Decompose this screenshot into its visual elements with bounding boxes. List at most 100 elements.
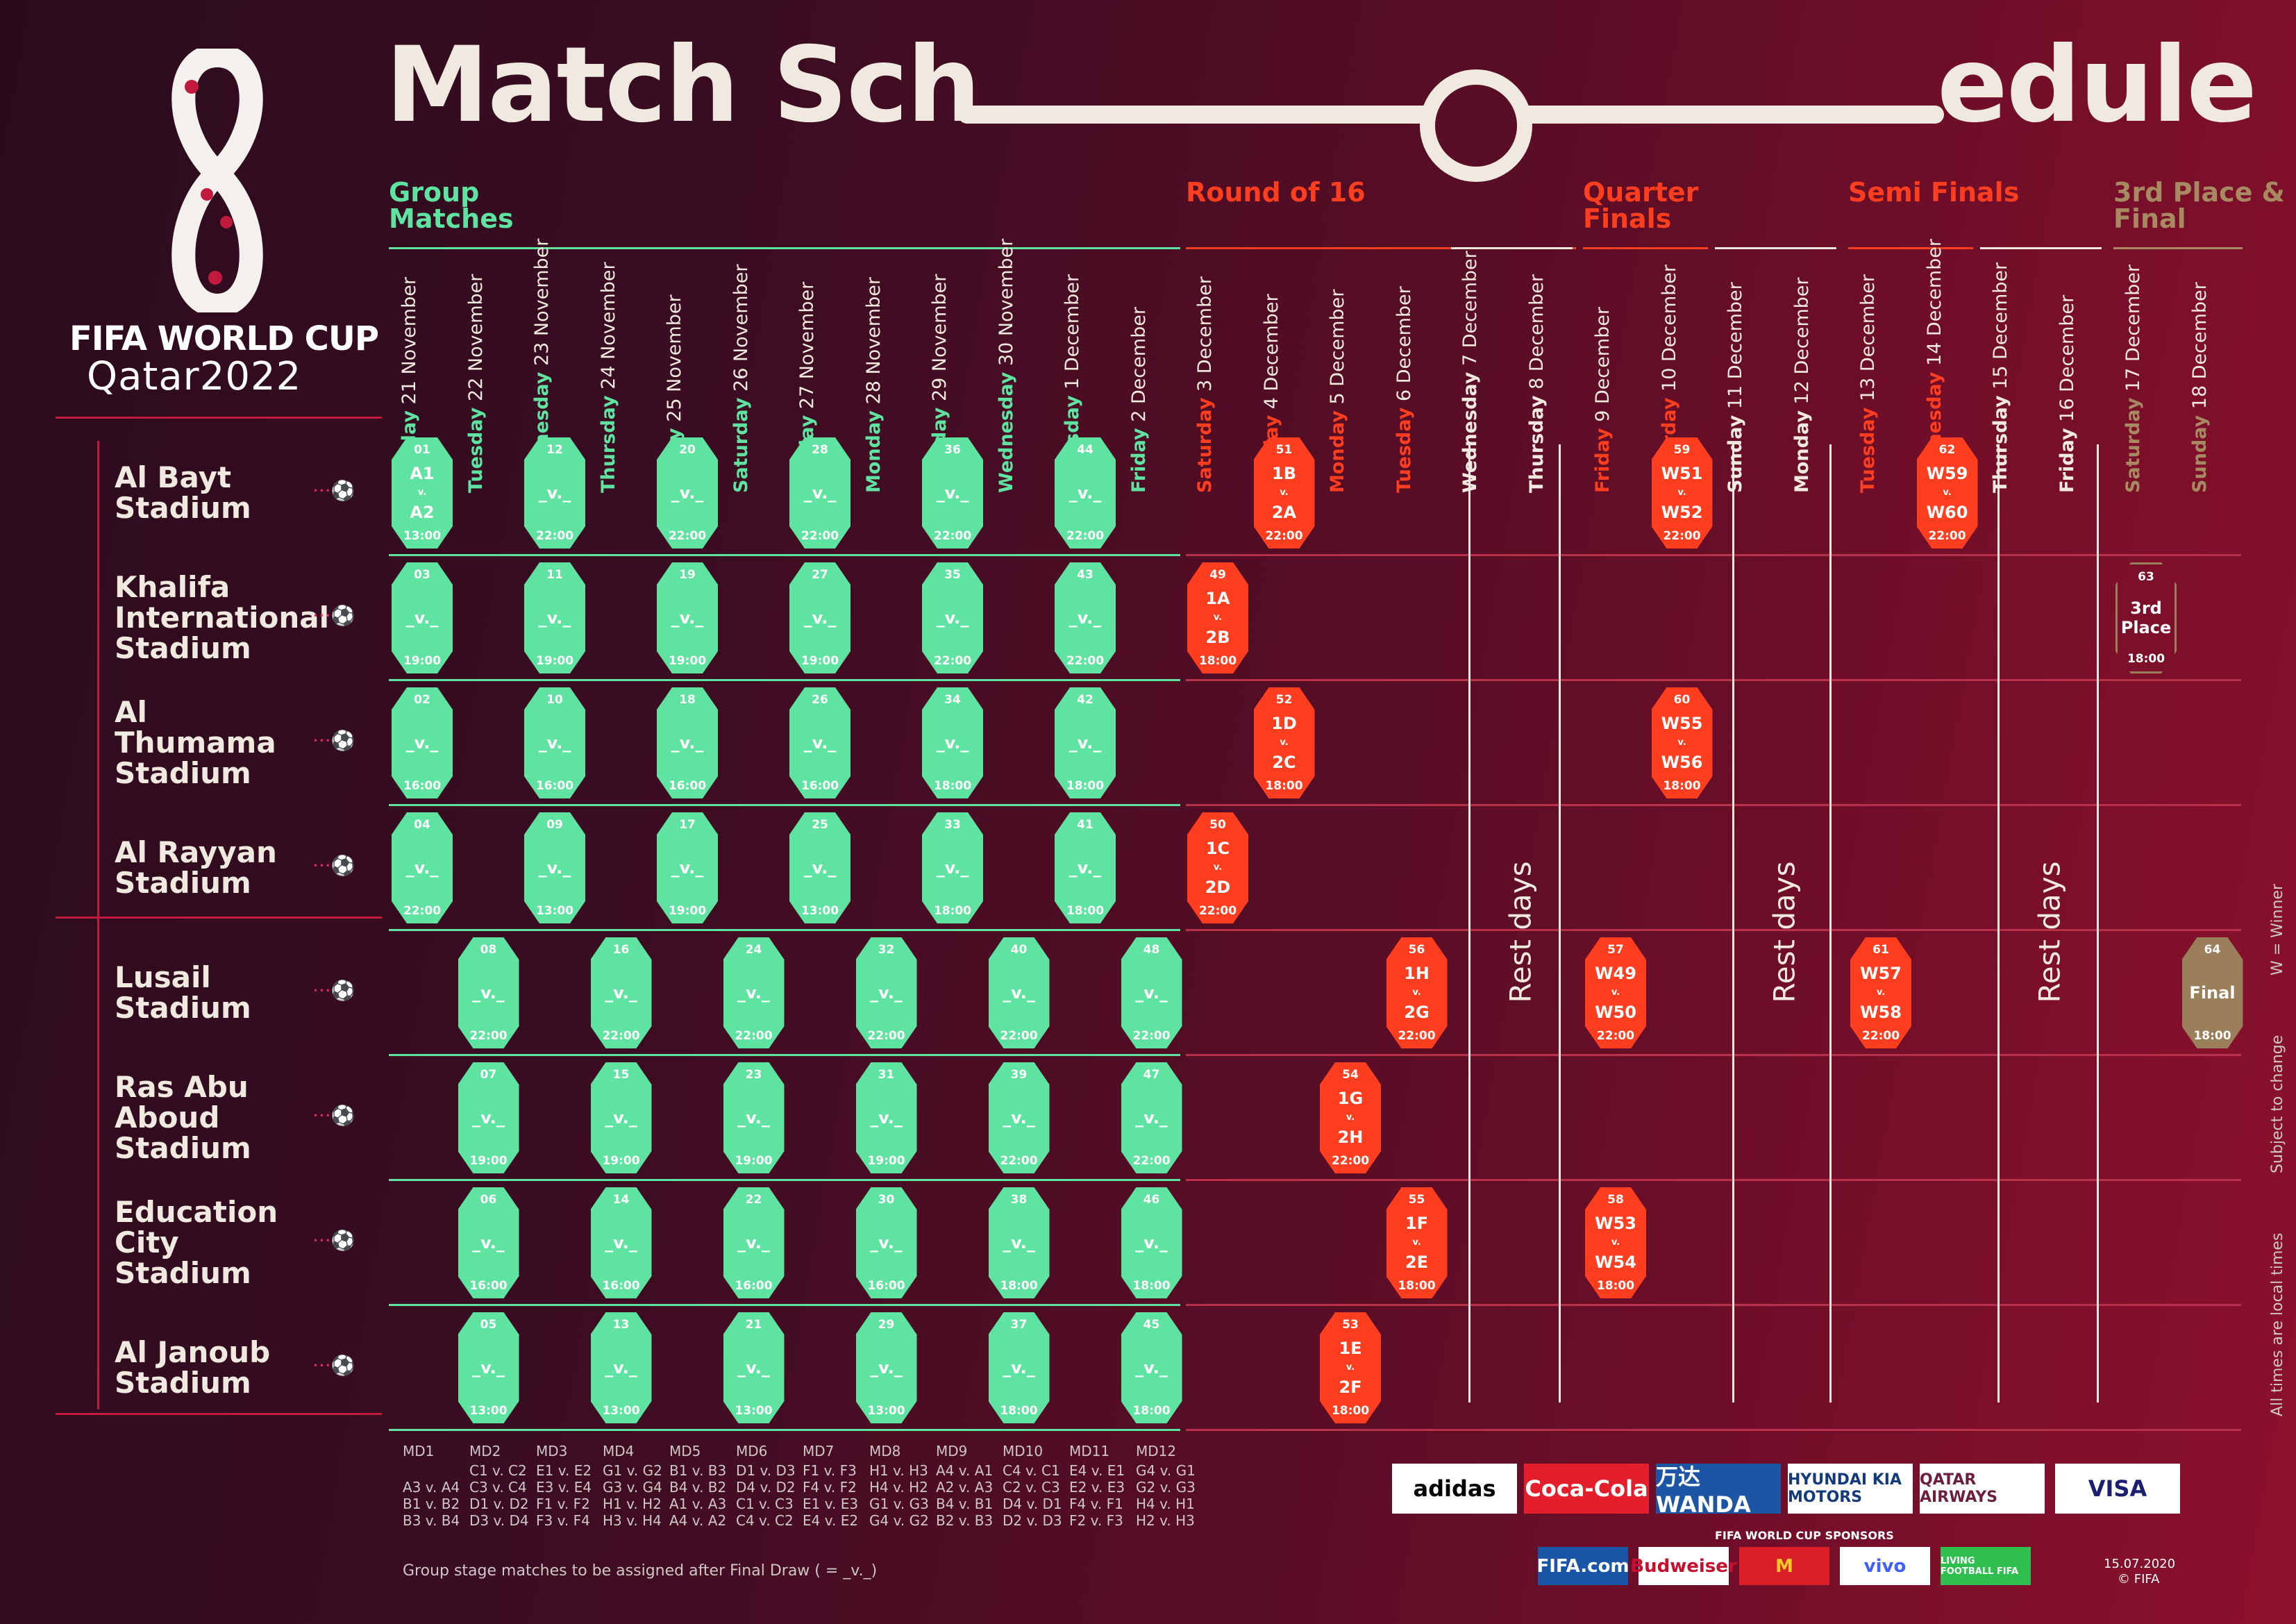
match-card[interactable]: 55 1F v. 2E 18:00 (1386, 1187, 1448, 1298)
match-card[interactable]: 40 _v._ 22:00 (988, 937, 1050, 1048)
match-card[interactable]: 06 _v._ 16:00 (458, 1187, 519, 1298)
phase-label: Group Matches (389, 177, 514, 234)
match-card[interactable]: 61 W57 v. W58 22:00 (1850, 937, 1911, 1048)
match-card[interactable]: 21 _v._ 13:00 (723, 1312, 785, 1423)
match-card[interactable]: 17 _v._ 19:00 (657, 812, 718, 923)
match-card[interactable]: 59 W51 v. W52 22:00 (1651, 437, 1713, 549)
match-card[interactable]: 23 _v._ 19:00 (723, 1062, 785, 1173)
match-card[interactable]: 02 _v._ 16:00 (392, 687, 453, 798)
match-card[interactable]: 52 1D v. 2C 18:00 (1253, 687, 1315, 798)
match-card[interactable]: 54 1G v. 2H 22:00 (1320, 1062, 1381, 1173)
matchday-column: MD11 E4 v. E1 E2 v. E3 F4 v. F1 F2 v. F3 (1069, 1443, 1125, 1529)
match-card[interactable]: 09 _v._ 13:00 (524, 812, 585, 923)
match-time: 13:00 (801, 904, 839, 918)
match-card[interactable]: 44 _v._ 22:00 (1055, 437, 1116, 549)
match-card[interactable]: 36 _v._ 22:00 (922, 437, 983, 549)
match-number: 55 (1408, 1193, 1425, 1207)
day-header: Tuesday 6 December (1393, 286, 1415, 493)
match-card[interactable]: 50 1C v. 2D 22:00 (1187, 812, 1248, 923)
match-card[interactable]: 56 1H v. 2G 22:00 (1386, 937, 1448, 1048)
match-card[interactable]: 37 _v._ 18:00 (988, 1312, 1050, 1423)
match-card[interactable]: 39 _v._ 22:00 (988, 1062, 1050, 1173)
sponsor-logo-secondary: LIVING FOOTBALL FIFA (1941, 1547, 2031, 1585)
match-card[interactable]: 41 _v._ 18:00 (1055, 812, 1116, 923)
match-card[interactable]: 13 _v._ 13:00 (590, 1312, 652, 1423)
match-teams: _v._ (472, 1358, 505, 1378)
match-card[interactable]: 18 _v._ 16:00 (657, 687, 718, 798)
match-number: 63 (2138, 570, 2154, 584)
match-card[interactable]: 03 _v._ 19:00 (392, 562, 453, 673)
match-card[interactable]: 62 W59 v. W60 22:00 (1916, 437, 1978, 549)
match-card[interactable]: 24 _v._ 22:00 (723, 937, 785, 1048)
rest-header-line (1451, 247, 1573, 249)
match-card[interactable]: 12 _v._ 22:00 (524, 437, 585, 549)
copyright: © FIFA (2118, 1572, 2160, 1587)
match-card[interactable]: 16 _v._ 22:00 (590, 937, 652, 1048)
match-card[interactable]: 27 _v._ 19:00 (789, 562, 850, 673)
match-teams: _v._ (605, 1358, 637, 1378)
sponsor-logo: 万达 WANDA (1656, 1464, 1781, 1518)
match-card[interactable]: 64 Final 18:00 (2181, 937, 2243, 1048)
day-header: Sunday 18 December (2188, 282, 2211, 493)
match-card[interactable]: 35 _v._ 22:00 (922, 562, 983, 673)
phase-label: Quarter Finals (1583, 177, 1699, 234)
match-teams: 1D v. 2C (1271, 714, 1297, 772)
match-number: 43 (1077, 568, 1093, 582)
match-time: 19:00 (403, 654, 442, 668)
match-time: 13:00 (469, 1404, 508, 1418)
match-card[interactable]: 31 _v._ 19:00 (855, 1062, 917, 1173)
page-title-end: edule (1937, 25, 2257, 146)
match-card[interactable]: 19 _v._ 19:00 (657, 562, 718, 673)
match-teams: W59 v. W60 (1926, 464, 1968, 522)
rest-column-line (1829, 444, 1832, 1403)
poster-date: 15.07.2020 (2104, 1557, 2176, 1571)
match-time: 22:00 (535, 529, 574, 543)
match-card[interactable]: 29 _v._ 13:00 (855, 1312, 917, 1423)
match-card[interactable]: 14 _v._ 16:00 (590, 1187, 652, 1298)
match-card[interactable]: 10 _v._ 16:00 (524, 687, 585, 798)
match-teams: _v._ (870, 983, 903, 1003)
match-number: 53 (1342, 1318, 1359, 1332)
match-card[interactable]: 45 _v._ 18:00 (1121, 1312, 1182, 1423)
match-number: 40 (1010, 943, 1028, 957)
match-card[interactable]: 25 _v._ 13:00 (789, 812, 850, 923)
match-card[interactable]: 05 _v._ 13:00 (458, 1312, 519, 1423)
day-header: Monday 28 November (862, 277, 885, 493)
match-card[interactable]: 46 _v._ 18:00 (1121, 1187, 1182, 1298)
match-teams: 1B v. 2A (1271, 464, 1297, 522)
match-card[interactable]: 30 _v._ 16:00 (855, 1187, 917, 1298)
match-card[interactable]: 57 W49 v. W50 22:00 (1585, 937, 1646, 1048)
match-card[interactable]: 34 _v._ 18:00 (922, 687, 983, 798)
match-card[interactable]: 43 _v._ 22:00 (1055, 562, 1116, 673)
match-time: 18:00 (1398, 1279, 1436, 1293)
match-number: 58 (1607, 1193, 1624, 1207)
match-card[interactable]: 48 _v._ 22:00 (1121, 937, 1182, 1048)
match-card[interactable]: 08 _v._ 22:00 (458, 937, 519, 1048)
stadium-name: Al Janoub Stadium (115, 1335, 271, 1400)
stadium-name: Education City Stadium (115, 1195, 278, 1290)
row-divider-ko (1186, 679, 2241, 681)
match-card[interactable]: 49 1A v. 2B 18:00 (1187, 562, 1248, 673)
match-card[interactable]: 58 W53 v. W54 18:00 (1585, 1187, 1646, 1298)
match-card[interactable]: 01 A1 v. A2 13:00 (392, 437, 453, 549)
match-card[interactable]: 26 _v._ 16:00 (789, 687, 850, 798)
match-card[interactable]: 60 W55 v. W56 18:00 (1651, 687, 1713, 798)
match-card[interactable]: 33 _v._ 18:00 (922, 812, 983, 923)
match-card[interactable]: 53 1E v. 2F 18:00 (1320, 1312, 1381, 1423)
match-card[interactable]: 32 _v._ 22:00 (855, 937, 917, 1048)
sponsor-logo: QATAR AIRWAYS (1920, 1464, 2045, 1514)
match-card[interactable]: 38 _v._ 18:00 (988, 1187, 1050, 1298)
match-time: 18:00 (1331, 1404, 1370, 1418)
match-card[interactable]: 28 _v._ 22:00 (789, 437, 850, 549)
match-card[interactable]: 51 1B v. 2A 22:00 (1253, 437, 1315, 549)
match-card[interactable]: 07 _v._ 19:00 (458, 1062, 519, 1173)
match-card[interactable]: 15 _v._ 19:00 (590, 1062, 652, 1173)
match-card[interactable]: 22 _v._ 16:00 (723, 1187, 785, 1298)
match-number: 24 (745, 943, 762, 957)
match-card[interactable]: 04 _v._ 22:00 (392, 812, 453, 923)
match-card[interactable]: 42 _v._ 18:00 (1055, 687, 1116, 798)
match-card[interactable]: 47 _v._ 22:00 (1121, 1062, 1182, 1173)
match-card[interactable]: 63 3rd Place 18:00 (2115, 562, 2177, 673)
match-card[interactable]: 11 _v._ 19:00 (524, 562, 585, 673)
match-card[interactable]: 20 _v._ 22:00 (657, 437, 718, 549)
